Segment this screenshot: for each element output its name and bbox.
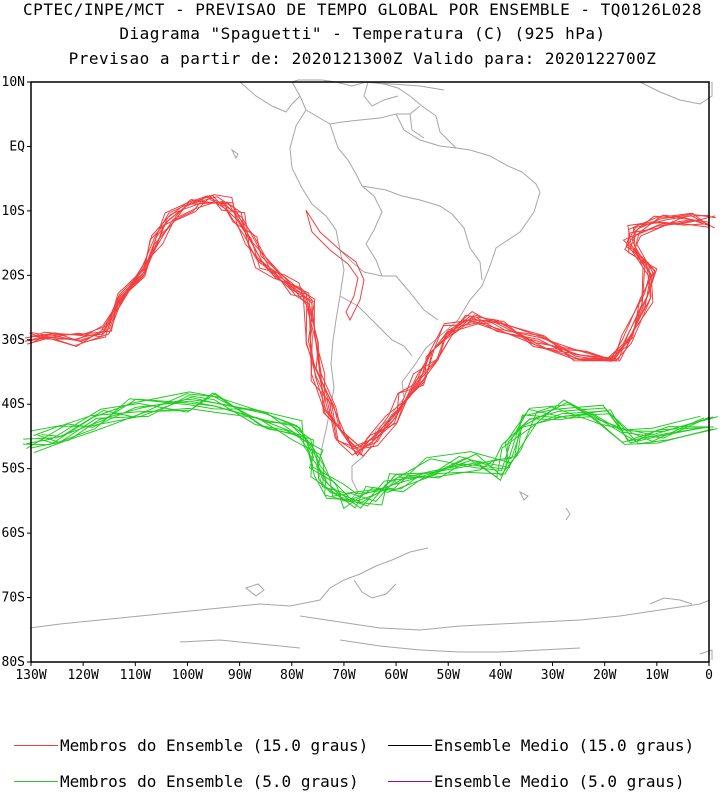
title-line-3: Previsao a partir de: 2020121300Z Valido… [68,49,657,68]
coastlines [29,79,713,660]
legend-swatch [388,745,432,746]
lon-tick-label: 0 [705,668,713,683]
member-contour-5 [33,396,714,503]
legend-label: Ensemble Medio (5.0 graus) [434,772,685,791]
lat-tick-label: EQ [9,139,25,154]
member-contour-15 [24,198,709,456]
lon-tick-label: 70W [332,668,356,683]
member-contour-15 [305,209,365,322]
lon-tick-label: 10W [645,668,669,683]
lat-tick-label: 50S [2,462,25,477]
member-contour-15 [34,202,710,456]
legend-item-mean-5: Ensemble Medio (5.0 graus) [388,772,684,791]
legend-item-mean-15: Ensemble Medio (15.0 graus) [388,736,694,755]
member-contour-15 [36,195,716,449]
lon-tick-label: 90W [228,668,252,683]
lat-tick-label: 60S [2,526,25,541]
member-contour-5 [26,392,718,509]
lon-tick-label: 120W [67,668,98,683]
legend-label: Membros do Ensemble (15.0 graus) [60,736,369,755]
legend-swatch [14,745,58,746]
lat-tick-label: 10S [2,204,25,219]
map-frame [30,81,710,663]
lon-tick-label: 50W [436,668,460,683]
lon-tick-label: 110W [120,668,151,683]
member-contour-5 [23,398,705,494]
lon-tick-label: 20W [593,668,617,683]
title-line-1: CPTEC/INPE/MCT - PREVISAO DE TEMPO GLOBA… [23,0,702,19]
legend-label: Ensemble Medio (15.0 graus) [434,736,695,755]
lon-tick-label: 130W [15,668,46,683]
lon-tick-label: 60W [384,668,408,683]
lon-tick-label: 30W [541,668,565,683]
lon-tick-label: 80W [280,668,304,683]
lon-tick-label: 100W [172,668,203,683]
legend-label: Membros do Ensemble (5.0 graus) [60,772,359,791]
ensemble-members-15-deg [24,194,716,457]
lat-tick-label: 40S [2,397,25,412]
lat-tick-label: 10N [2,75,25,90]
title-line-2: Diagrama "Spaguetti" - Temperatura (C) (… [119,24,606,43]
lon-tick-label: 40W [489,668,513,683]
legend-swatch [14,781,58,782]
member-contour-5 [30,392,701,507]
member-contour-5 [30,398,709,506]
latitude-axis: 10N EQ 10S 20S 30S 40S 50S 60S 70S 80S [2,75,31,670]
legend-swatch [388,781,432,782]
legend-item-member-15: Membros do Ensemble (15.0 graus) [14,736,368,755]
lat-tick-label: 20S [2,268,25,283]
lat-tick-label: 70S [2,591,25,606]
member-contour-15 [36,194,704,450]
legend-item-member-5: Membros do Ensemble (5.0 graus) [14,772,359,791]
member-contour-5 [33,404,700,502]
ensemble-members-5-deg [22,391,719,510]
lat-tick-label: 30S [2,333,25,348]
lat-tick-label: 80S [2,655,25,670]
longitude-axis: 130W 120W 110W 100W 90W 80W 70W 60W 50W 40W 30W 20W… [15,662,713,683]
member-contour-5 [41,393,713,502]
